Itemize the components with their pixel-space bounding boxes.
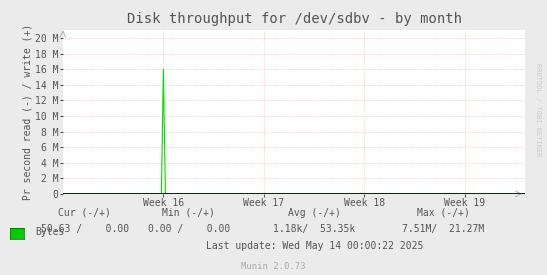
Text: 0.00 /    0.00: 0.00 / 0.00 xyxy=(148,224,230,234)
Text: RRDTOOL / TOBI OETIKER: RRDTOOL / TOBI OETIKER xyxy=(535,63,540,157)
Y-axis label: Pr second read (-) / write (+): Pr second read (-) / write (+) xyxy=(22,24,32,200)
Text: Last update: Wed May 14 00:00:22 2025: Last update: Wed May 14 00:00:22 2025 xyxy=(206,241,423,251)
Text: 1.18k/  53.35k: 1.18k/ 53.35k xyxy=(274,224,356,234)
Text: Cur (-/+): Cur (-/+) xyxy=(59,208,111,218)
Text: Bytes: Bytes xyxy=(36,227,65,237)
Text: 7.51M/  21.27M: 7.51M/ 21.27M xyxy=(402,224,484,234)
Text: Max (-/+): Max (-/+) xyxy=(417,208,469,218)
Title: Disk throughput for /dev/sdbv - by month: Disk throughput for /dev/sdbv - by month xyxy=(126,12,462,26)
Text: Munin 2.0.73: Munin 2.0.73 xyxy=(241,262,306,271)
Text: Avg (-/+): Avg (-/+) xyxy=(288,208,341,218)
Text: Min (-/+): Min (-/+) xyxy=(162,208,215,218)
Text: 50.63 /    0.00: 50.63 / 0.00 xyxy=(40,224,129,234)
